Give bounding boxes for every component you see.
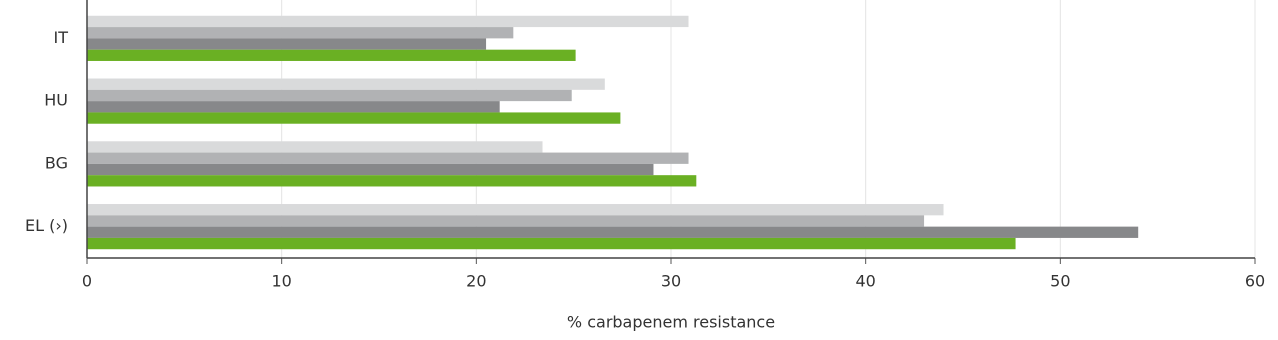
y-tick-label: IT — [54, 28, 69, 47]
bar — [87, 49, 576, 61]
bar — [87, 215, 925, 227]
bar — [87, 27, 514, 39]
x-tick-label: 20 — [466, 272, 486, 291]
x-tick-label: 10 — [271, 272, 291, 291]
bar — [87, 175, 697, 187]
x-tick-label: 0 — [82, 272, 92, 291]
x-tick-label: 30 — [661, 272, 681, 291]
bar — [87, 163, 654, 176]
bar — [87, 78, 605, 90]
x-axis-title: % carbapenem resistance — [567, 313, 775, 332]
bar — [87, 204, 944, 216]
y-tick-label: BG — [45, 153, 68, 172]
x-tick-label: 50 — [1050, 272, 1070, 291]
bar — [87, 89, 572, 102]
bar — [87, 226, 1139, 238]
bar — [87, 237, 1016, 250]
bar — [87, 141, 543, 153]
bar — [87, 112, 621, 124]
bar — [87, 38, 487, 50]
bar — [87, 101, 500, 113]
bar — [87, 152, 689, 164]
x-tick-label: 40 — [855, 272, 875, 291]
x-tick-label: 60 — [1245, 272, 1265, 291]
y-tick-label: EL (›) — [25, 216, 68, 235]
bar — [87, 15, 689, 28]
y-tick-label: HU — [44, 91, 68, 110]
